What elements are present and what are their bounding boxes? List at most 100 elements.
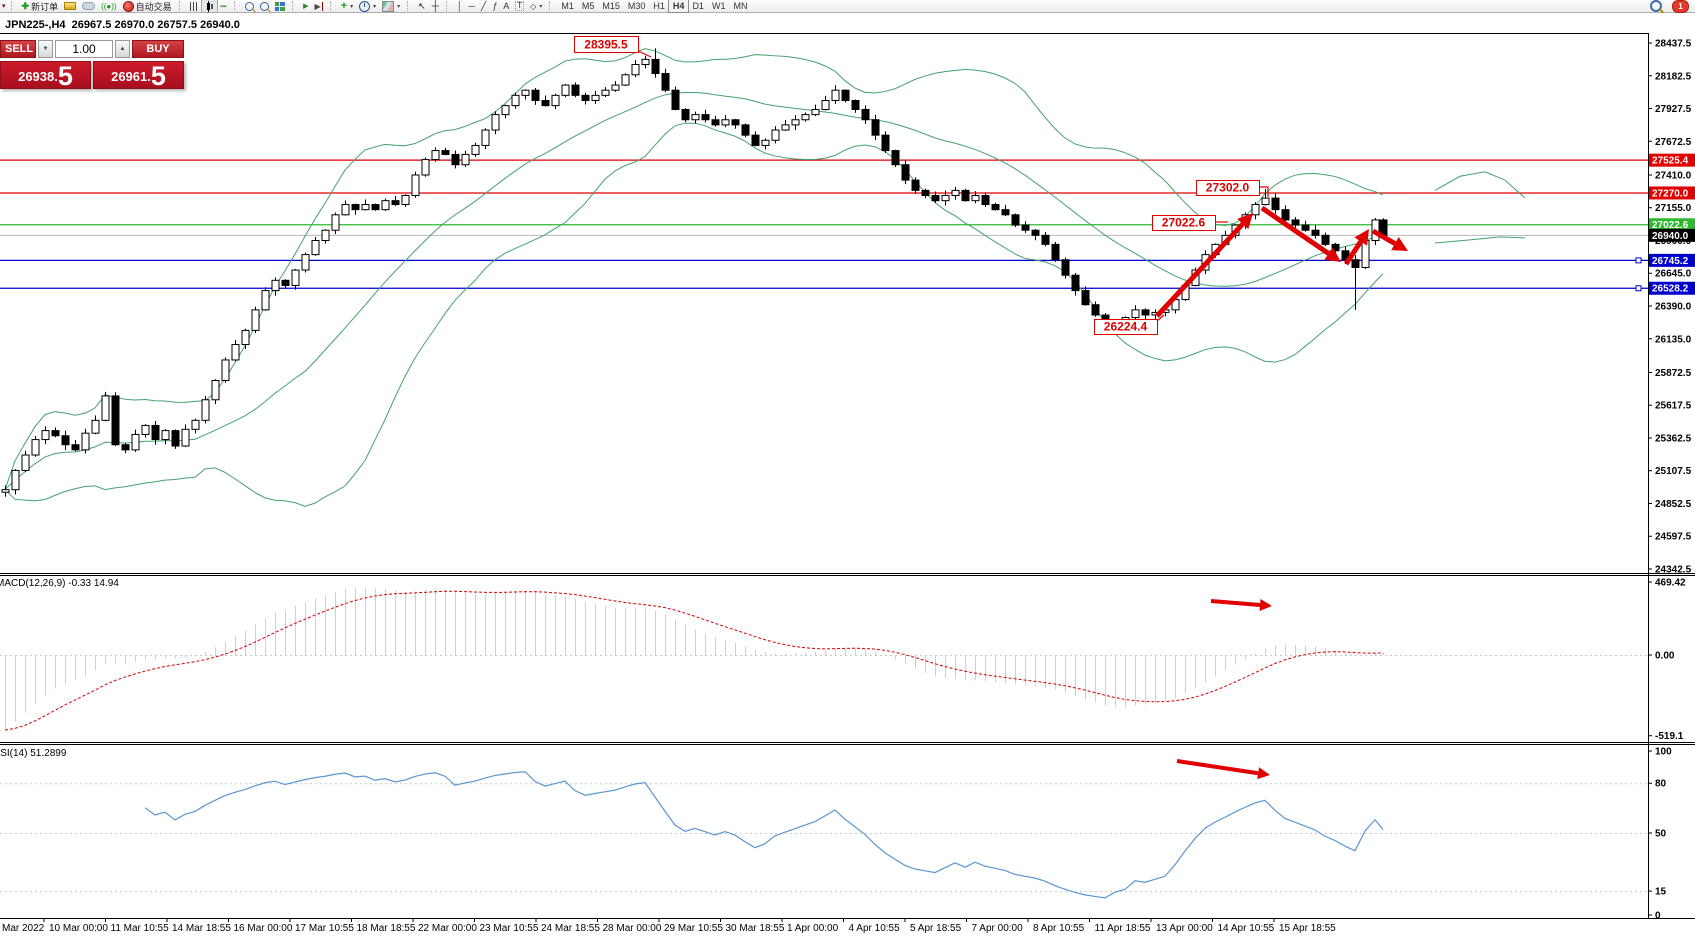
buy-price-box[interactable]: 26961. 5 <box>93 61 184 90</box>
sell-button[interactable]: SELL <box>0 40 36 58</box>
signal-icon: ((●)) <box>101 1 117 11</box>
vertical-line-tool-button[interactable]: │ <box>454 0 466 12</box>
notification-badge[interactable]: 1 <box>1672 0 1689 13</box>
trend-arrows[interactable] <box>1155 205 1408 780</box>
timeframe-button-MN[interactable]: MN <box>733 1 748 11</box>
zoom-in-button[interactable] <box>242 0 257 12</box>
svg-text:24597.5: 24597.5 <box>1655 532 1692 543</box>
label-tool-icon: T <box>515 1 525 11</box>
svg-text:1 Apr 00:00: 1 Apr 00:00 <box>787 923 839 934</box>
svg-text:10 Mar 00:00: 10 Mar 00:00 <box>49 923 108 934</box>
new-order-label: 新订单 <box>31 1 59 12</box>
chart-shift-icon: ▶ <box>314 1 323 11</box>
zoom-out-button[interactable] <box>257 0 272 12</box>
svg-text:50: 50 <box>1655 829 1667 840</box>
timeframe-button-H4[interactable]: H4 <box>667 0 690 13</box>
chart-profiles-button[interactable] <box>79 0 98 12</box>
zoom-in-icon <box>245 1 255 11</box>
tile-windows-button[interactable] <box>272 0 288 12</box>
templates-icon <box>382 0 395 12</box>
auto-scroll-icon: ▶ <box>303 3 309 10</box>
chevron-down-icon: ▾ <box>539 3 543 10</box>
svg-text:5 Apr 18:55: 5 Apr 18:55 <box>910 923 962 934</box>
chart-shift-button[interactable]: ▶ <box>312 0 326 12</box>
timeframe-button-M30[interactable]: M30 <box>627 1 646 11</box>
price-annotations[interactable]: 28395.5 27302.0 27022.6 26224.4 <box>574 36 1269 335</box>
svg-text:27270.0: 27270.0 <box>1652 188 1689 199</box>
crosshair-tool-button[interactable]: ┼ <box>429 0 442 12</box>
volume-decrease-button[interactable]: ▼ <box>38 40 53 58</box>
svg-text:28395.5: 28395.5 <box>584 38 628 52</box>
svg-text:25362.5: 25362.5 <box>1655 433 1692 444</box>
fibonacci-tool-button[interactable]: ƒ <box>489 0 500 12</box>
toolbar: ▾ ✚ 新订单 ((●)) 自动交易 ∼ ▶ ▶ + ▾ ▾ ▾ ↖ ┼ │ ─ … <box>0 0 1695 13</box>
svg-text:14 Apr 10:55: 14 Apr 10:55 <box>1218 923 1275 934</box>
gold-bar-icon <box>64 2 77 10</box>
auto-scroll-button[interactable]: ▶ <box>300 0 311 12</box>
sell-price-point: . <box>54 69 58 84</box>
sell-price-box[interactable]: 26938. 5 <box>0 61 91 91</box>
add-indicator-icon: + <box>340 0 348 12</box>
templates-button[interactable]: ▾ <box>379 0 403 12</box>
label-tool-button[interactable]: T <box>512 0 527 12</box>
cursor-icon: ↖ <box>418 0 426 11</box>
horizontal-price-lines[interactable] <box>0 159 1648 292</box>
bollinger-bands <box>4 48 1526 507</box>
volume-input[interactable]: 1.00 <box>55 40 113 58</box>
cursor-tool-button[interactable]: ↖ <box>415 0 429 12</box>
auto-trading-button[interactable]: 自动交易 <box>120 0 175 12</box>
svg-text:11 Apr 18:55: 11 Apr 18:55 <box>1095 923 1151 934</box>
line-handle <box>1635 257 1642 264</box>
chevron-down-icon: ▾ <box>350 3 354 10</box>
horizontal-line-tool-button[interactable]: ─ <box>465 0 477 12</box>
timeframe-button-M15[interactable]: M15 <box>602 1 620 11</box>
candlestick-chart-button[interactable] <box>200 0 218 13</box>
svg-text:24852.5: 24852.5 <box>1655 499 1692 510</box>
time-axis[interactable]: Mar 2022 10 Mar 00:00 11 Mar 10:55 14 Mar 1… <box>2 918 1336 934</box>
svg-text:29 Mar 10:55: 29 Mar 10:55 <box>664 923 723 934</box>
candles <box>1 48 1388 497</box>
candlestick-icon <box>204 0 214 12</box>
indicators-button[interactable]: + ▾ <box>338 0 356 12</box>
new-order-icon: ✚ <box>21 0 30 11</box>
timeframe-button-W1[interactable]: W1 <box>711 1 726 11</box>
svg-text:11 Mar 10:55: 11 Mar 10:55 <box>111 923 170 934</box>
line-chart-button[interactable]: ∼ <box>217 0 231 12</box>
search-icon[interactable] <box>1650 0 1662 12</box>
timeframe-button-H1[interactable]: H1 <box>653 1 665 11</box>
market-watch-button[interactable] <box>61 0 79 12</box>
svg-text:27022.6: 27022.6 <box>1162 216 1206 230</box>
line-handle <box>1635 285 1642 292</box>
volume-increase-button[interactable]: ▲ <box>115 40 130 58</box>
indicator-gridlines <box>0 655 1648 893</box>
annotation-box <box>1196 180 1260 196</box>
tile-windows-icon <box>275 1 286 11</box>
buy-button[interactable]: BUY <box>132 40 184 58</box>
svg-text:22 Mar 00:00: 22 Mar 00:00 <box>418 923 477 934</box>
svg-text:18 Mar 18:55: 18 Mar 18:55 <box>357 923 416 934</box>
price-axis[interactable]: 28437.5 28182.5 27927.5 27672.5 27410.0 27155… <box>1648 39 1695 922</box>
clock-icon <box>359 0 371 12</box>
trendline-tool-button[interactable]: ╱ <box>478 0 489 12</box>
toolbar-separator <box>292 1 297 11</box>
text-tool-button[interactable]: A <box>500 0 512 12</box>
timeframe-button-M5[interactable]: M5 <box>581 1 595 11</box>
timeframe-button-D1[interactable]: D1 <box>692 1 704 11</box>
toolbar-overflow-caret[interactable]: ▾ <box>2 3 6 10</box>
bar-chart-button[interactable] <box>187 0 202 12</box>
rsi-pane-content <box>144 771 1384 899</box>
shapes-tool-button[interactable]: ◇ ▾ <box>527 0 545 12</box>
svg-text:26390.0: 26390.0 <box>1655 302 1692 313</box>
signals-button[interactable]: ((●)) <box>98 0 120 12</box>
new-order-button[interactable]: ✚ 新订单 <box>19 0 62 12</box>
timeframe-button-M1[interactable]: M1 <box>561 1 574 11</box>
annotation-box <box>1152 215 1216 231</box>
chevron-down-icon: ▾ <box>373 3 377 10</box>
svg-text:27525.4: 27525.4 <box>1652 156 1689 167</box>
periods-button[interactable]: ▾ <box>356 0 379 12</box>
sell-price-pip: 5 <box>57 61 73 91</box>
svg-text:27022.6: 27022.6 <box>1652 220 1689 231</box>
svg-text:24342.5: 24342.5 <box>1655 565 1692 576</box>
toolbar-separator <box>234 1 239 11</box>
